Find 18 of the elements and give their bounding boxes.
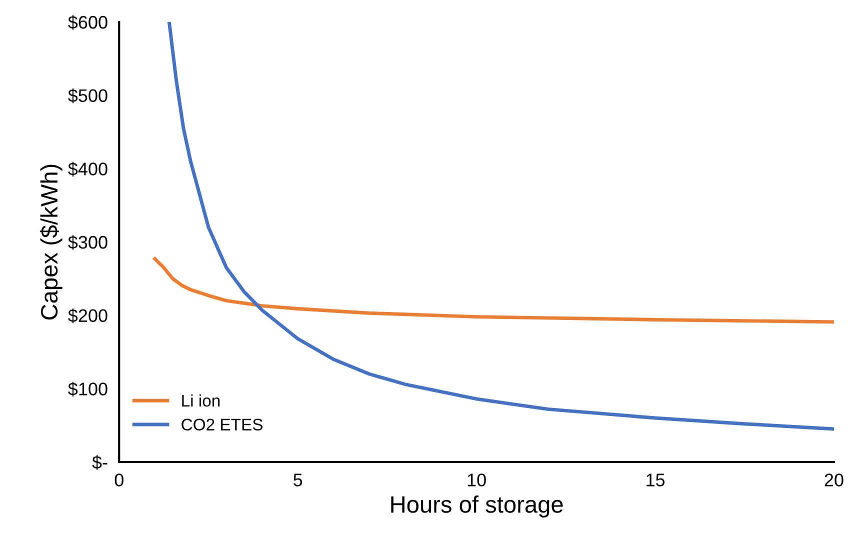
- y-tick-label: $100: [68, 382, 108, 396]
- y-tick-label: $200: [68, 308, 108, 324]
- x-tick-label: 15: [646, 474, 665, 486]
- line-series: [153, 257, 834, 324]
- y-tick-label: $400: [68, 162, 108, 176]
- line-series: [167, 22, 834, 431]
- x-axis-title: Hours of storage: [391, 496, 563, 518]
- y-axis-title: Capex ($/kWh): [40, 164, 62, 320]
- legend-label: CO2 ETES: [182, 418, 262, 431]
- x-tick-label: 0: [114, 474, 124, 486]
- legend-label: Li ion: [182, 394, 220, 407]
- y-tick-label: $300: [68, 235, 108, 250]
- x-tick-label: 5: [294, 474, 302, 486]
- y-tick-label: $-: [92, 455, 108, 470]
- x-tick-label: 20: [824, 474, 844, 486]
- x-tick-label: 10: [468, 474, 486, 486]
- y-tick-label: $600: [68, 15, 108, 30]
- y-tick-label: $500: [68, 88, 108, 104]
